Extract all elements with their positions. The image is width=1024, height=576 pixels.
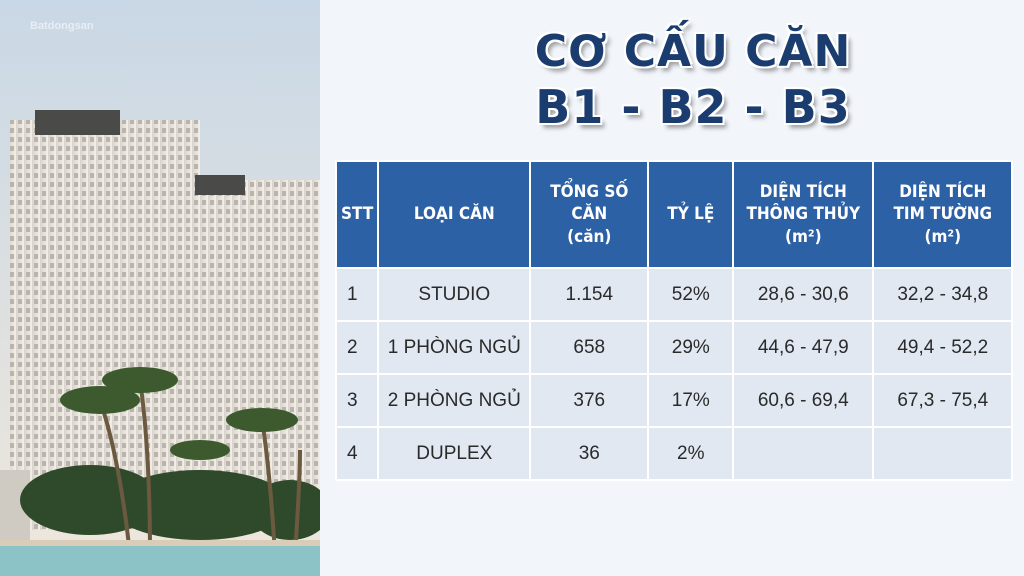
table-cell: 2% [647, 426, 735, 481]
table-cell: 1 PHÒNG NGỦ [377, 320, 532, 375]
table-cell: 2 PHÒNG NGỦ [377, 373, 532, 428]
header-text: (m²) [784, 226, 822, 247]
header-text: LOẠI CĂN [413, 204, 495, 225]
table-cell: 17% [647, 373, 735, 428]
table-body: 1 STUDIO 1.154 52% 28,6 - 30,6 32,2 - 34,8 2 1 … [334, 267, 1014, 481]
header-cell: DIỆN TÍCH THÔNG THỦY (m²) [732, 160, 875, 269]
header-cell: TỶ LỆ [647, 160, 735, 269]
table-cell: 1.154 [529, 267, 650, 322]
table-cell: STUDIO [377, 267, 532, 322]
title-line: B1 - B2 - B3 [535, 80, 851, 134]
header-text: (căn) [567, 226, 612, 247]
table-row: 4 DUPLEX 36 2% [334, 426, 1014, 481]
header-row: STT LOẠI CĂN TỔNG SỐ CĂN (căn) TỶ LỆ DIỆN TÍC… [334, 160, 1014, 269]
table-cell: 44,6 - 47,9 [732, 320, 875, 375]
table-cell: 3 [334, 373, 380, 428]
table-cell: DUPLEX [377, 426, 532, 481]
table-cell: 29% [647, 320, 735, 375]
table-cell: 28,6 - 30,6 [732, 267, 875, 322]
header-text: STT [341, 204, 374, 225]
table-cell: 32,2 - 34,8 [872, 267, 1014, 322]
table-cell: 2 [334, 320, 380, 375]
table-cell [732, 426, 875, 481]
header-text: (m²) [924, 226, 962, 247]
header-text: TỔNG SỐ CĂN [550, 182, 629, 225]
table-cell: 52% [647, 267, 735, 322]
unit-table: STT LOẠI CĂN TỔNG SỐ CĂN (căn) TỶ LỆ DIỆN TÍC… [334, 160, 1014, 481]
table-cell: 1 [334, 267, 380, 322]
building-photo [0, 0, 320, 576]
header-text: TỶ LỆ [667, 204, 715, 225]
table-cell [872, 426, 1014, 481]
header-text: DIỆN TÍCH [759, 182, 847, 203]
title-line: CƠ CẤU CĂN [534, 26, 852, 77]
header-text: TIM TƯỜNG [893, 204, 993, 225]
table-cell: 4 [334, 426, 380, 481]
header-cell: DIỆN TÍCH TIM TƯỜNG (m²) [872, 160, 1014, 269]
table-cell: 376 [529, 373, 650, 428]
header-text: THÔNG THỦY [746, 204, 861, 225]
table-cell: 60,6 - 69,4 [732, 373, 875, 428]
table-cell: 36 [529, 426, 650, 481]
table-row: 1 STUDIO 1.154 52% 28,6 - 30,6 32,2 - 34,8 [334, 267, 1014, 322]
header-cell: LOẠI CĂN [377, 160, 532, 269]
table-cell: 658 [529, 320, 650, 375]
header-cell: STT [334, 160, 380, 269]
header-cell: TỔNG SỐ CĂN (căn) [529, 160, 650, 269]
header-text: DIỆN TÍCH [899, 182, 987, 203]
table-cell: 49,4 - 52,2 [872, 320, 1014, 375]
table-cell: 67,3 - 75,4 [872, 373, 1014, 428]
watermark: Batdongsan [30, 20, 94, 32]
